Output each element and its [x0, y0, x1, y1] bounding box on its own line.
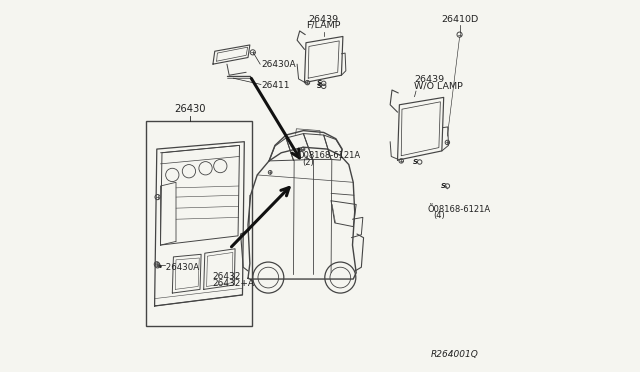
Text: 26430A: 26430A	[261, 60, 296, 70]
Text: S: S	[441, 183, 446, 189]
Text: • 26430A: • 26430A	[158, 263, 200, 272]
Text: S: S	[317, 83, 322, 89]
Bar	[147, 121, 252, 326]
Text: Õ08168-6121A: Õ08168-6121A	[297, 151, 360, 160]
Text: 26411: 26411	[262, 81, 290, 90]
Text: 26410D: 26410D	[441, 15, 478, 24]
Text: F/LAMP: F/LAMP	[307, 21, 341, 30]
Text: 26432+A: 26432+A	[212, 279, 254, 288]
Text: (4): (4)	[434, 212, 445, 221]
Text: 26439: 26439	[414, 75, 444, 84]
Text: Õ08168-6121A: Õ08168-6121A	[427, 205, 490, 214]
Text: S: S	[413, 159, 418, 165]
Text: R264001Q: R264001Q	[431, 350, 479, 359]
Text: 26439: 26439	[308, 15, 339, 24]
Text: W/O LAMP: W/O LAMP	[414, 81, 463, 90]
Text: 26432: 26432	[212, 272, 241, 281]
Text: S: S	[317, 80, 322, 86]
Text: (2): (2)	[302, 158, 314, 167]
Text: 26430: 26430	[174, 104, 206, 114]
